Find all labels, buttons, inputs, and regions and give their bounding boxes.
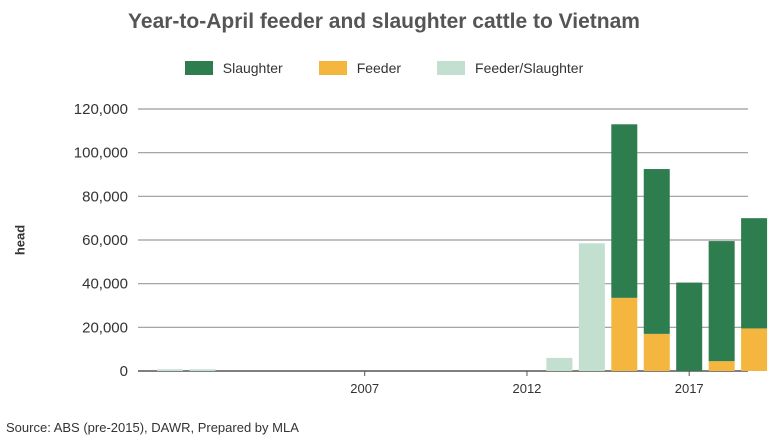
- legend-swatch-feeder-slaughter: [437, 61, 466, 75]
- y-tick-label: 40,000: [82, 276, 128, 293]
- legend: Slaughter Feeder Feeder/Slaughter: [0, 60, 768, 76]
- legend-label-feeder-slaughter: Feeder/Slaughter: [475, 60, 584, 76]
- legend-item-slaughter: Slaughter: [184, 60, 283, 76]
- y-tick-label: 80,000: [82, 188, 128, 205]
- legend-label-slaughter: Slaughter: [222, 60, 283, 76]
- bar-feeder-slaughter-2002: [189, 369, 216, 371]
- legend-item-feeder-slaughter: Feeder/Slaughter: [437, 60, 583, 76]
- bar-feeder-slaughter-2013: [546, 357, 573, 371]
- bar-slaughter-2016: [643, 169, 670, 334]
- bar-feeder-slaughter-2014: [578, 243, 605, 371]
- bar-feeder-2016: [643, 333, 670, 371]
- bar-slaughter-2015: [611, 124, 638, 298]
- legend-swatch-feeder: [318, 61, 347, 75]
- x-tick-label: 2007: [350, 381, 379, 396]
- bar-feeder-2015: [611, 297, 638, 371]
- x-tick-label: 2017: [675, 381, 704, 396]
- bar-slaughter-2019: [741, 218, 768, 329]
- source-note: Source: ABS (pre-2015), DAWR, Prepared b…: [6, 420, 299, 435]
- legend-label-feeder: Feeder: [356, 60, 402, 76]
- bar-feeder-2019: [741, 328, 768, 371]
- y-tick-label: 0: [120, 363, 128, 380]
- y-tick-label: 20,000: [82, 319, 128, 336]
- bar-slaughter-2017: [676, 282, 703, 371]
- y-tick-label: 60,000: [82, 232, 128, 249]
- legend-swatch-slaughter: [184, 61, 213, 75]
- y-tick-label: 100,000: [74, 145, 128, 162]
- bar-slaughter-2018: [708, 241, 735, 362]
- legend-item-feeder: Feeder: [318, 60, 402, 76]
- bar-feeder-2018: [708, 361, 735, 371]
- bar-feeder-slaughter-2001: [157, 369, 183, 371]
- chart-title: Year-to-April feeder and slaughter cattl…: [128, 10, 640, 33]
- x-tick-label: 2012: [512, 381, 541, 396]
- y-tick-label: 120,000: [74, 101, 128, 118]
